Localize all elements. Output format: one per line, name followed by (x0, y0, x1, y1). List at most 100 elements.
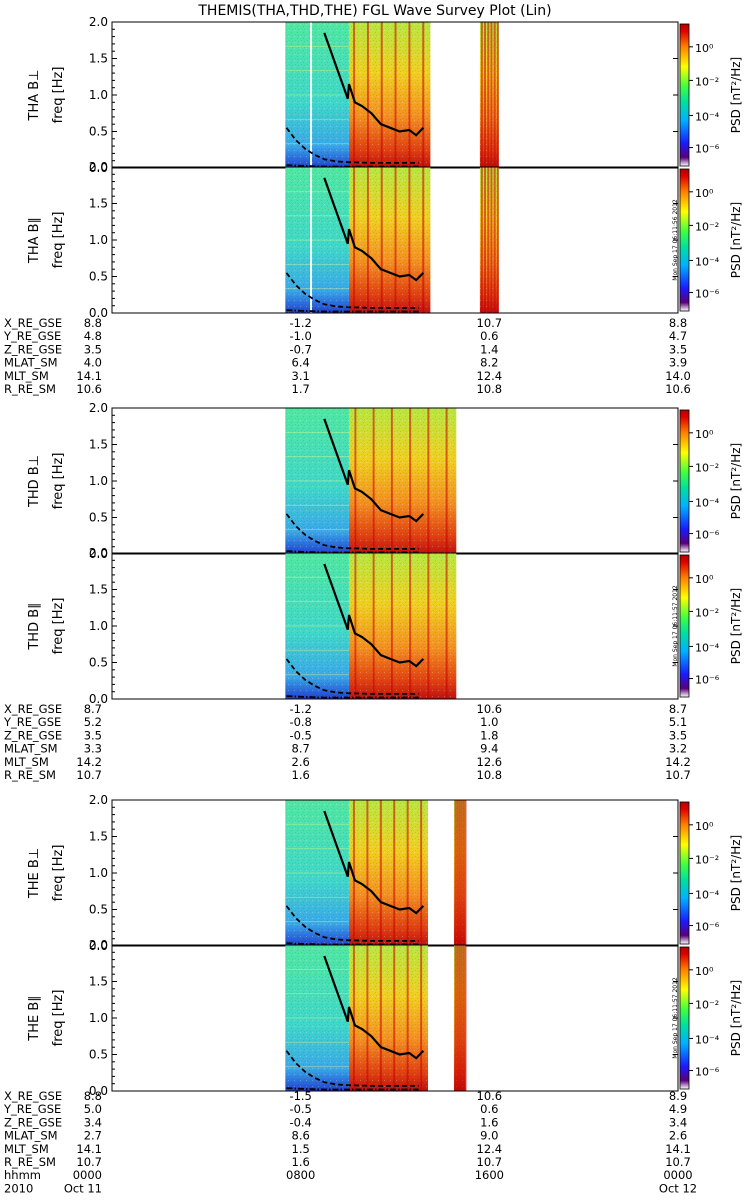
ephemeris-value: 4.7 (669, 329, 687, 343)
spectrogram-texture (349, 553, 457, 699)
colorbar-label: PSD [nT²/Hz] (729, 980, 743, 1056)
ephemeris-value: -1.2 (289, 702, 311, 716)
spectral-stripe (487, 22, 490, 168)
ephemeris-value: 10.7 (477, 1155, 503, 1169)
y-tick-label: 1.0 (89, 88, 108, 102)
ephemeris-value: 10.7 (665, 1155, 691, 1169)
ephemeris-value: 12.4 (477, 369, 503, 383)
colorbar-tick-label: 10⁻⁶ (695, 1066, 720, 1079)
ephemeris-row-label: MLAT_SM (4, 1129, 58, 1143)
colorbar-tick-label: 10⁻⁴ (695, 641, 720, 654)
colorbar-tick-label: 10⁻⁶ (695, 674, 720, 687)
spectral-stripe (427, 408, 430, 554)
spectral-stripe (406, 800, 409, 946)
ephemeris-value: 14.1 (76, 369, 102, 383)
ephemeris-value: 2.6 (669, 1129, 687, 1143)
ephemeris-value: 10.6 (665, 382, 691, 396)
probe-label: THE B⊥ (27, 848, 42, 899)
y-tick-label: 0.5 (89, 903, 108, 917)
ephemeris-table: X_RE_GSE 8.7 -1.2 10.6 8.7 Y_RE_GSE 5.2 -0.8 1.0… (3, 702, 691, 782)
spectrogram-texture (349, 167, 431, 313)
ephemeris-value: -0.8 (289, 715, 311, 729)
spectral-stripe (408, 167, 411, 313)
ephemeris-value: 3.5 (669, 728, 687, 742)
ephemeris-value: -0.4 (289, 1115, 311, 1129)
spectral-stripe (480, 22, 483, 168)
ephemeris-value: 12.6 (477, 755, 503, 769)
spectrogram-texture (349, 945, 429, 1091)
ephemeris-value: 8.7 (292, 742, 310, 756)
ephemeris-row-label: Y_RE_GSE (3, 329, 61, 343)
ephemeris-value: 8.7 (84, 702, 102, 716)
spectral-stripe (456, 945, 459, 1091)
spectral-stripe (464, 800, 467, 946)
spectral-stripe (484, 167, 487, 313)
ephemeris-value: -1.2 (289, 316, 311, 330)
frequency-curve-solid (323, 418, 425, 523)
spectral-stripe (379, 945, 382, 1091)
y-tick-label: 0.5 (89, 270, 108, 284)
ephemeris-value: 10.8 (477, 382, 503, 396)
date-row-label: 2010 (4, 1181, 33, 1195)
spectral-stripe (422, 167, 425, 313)
colorbar-tick-label: 10⁻² (695, 853, 719, 866)
probe-label: THE B∥ (27, 995, 42, 1041)
ephemeris-value: 5.1 (669, 715, 687, 729)
spectral-stripe (420, 945, 423, 1091)
ephemeris-value: 0000 (73, 1168, 102, 1182)
y-axis-label: freq [Hz] (51, 598, 66, 655)
y-tick-label: 2.0 (89, 15, 108, 29)
ephemeris-value: 14.2 (665, 755, 691, 769)
panel-tha-b∥: 0.0 0.5 1.0 1.5 2.0 THA B∥ freq [Hz] 10⁰ 10⁻² 10⁻… (27, 160, 743, 320)
spectral-stripe (366, 945, 369, 1091)
ephemeris-value: 14.0 (665, 369, 691, 383)
colorbar-tick-label: 10⁻² (695, 998, 719, 1011)
probe-label: THA B⊥ (27, 70, 42, 122)
y-tick-label: 0.0 (89, 547, 108, 561)
ephemeris-value: -0.5 (289, 728, 311, 742)
spectrogram-texture (285, 167, 350, 313)
ephemeris-value: 5.0 (84, 1102, 102, 1116)
frequency-curve-solid (323, 32, 425, 137)
spectrogram-texture (349, 408, 457, 554)
colorbar (679, 946, 690, 1090)
ephemeris-value: 8.7 (669, 702, 687, 716)
spectral-stripe (462, 945, 465, 1091)
colorbar (679, 801, 690, 945)
y-tick-label: 0.0 (89, 1084, 108, 1098)
ephemeris-value: 8.8 (84, 1089, 102, 1103)
ephemeris-row-label: X_RE_GSE (4, 1089, 62, 1103)
colorbar (679, 409, 690, 553)
spectral-stripe (353, 22, 356, 168)
ephemeris-value: 3.4 (669, 1115, 687, 1129)
spectral-stripe (496, 167, 499, 313)
ephemeris-value: 10.6 (477, 702, 503, 716)
ephemeris-value: 8.8 (84, 316, 102, 330)
ephemeris-value: 1600 (475, 1168, 504, 1182)
colorbar-tick-label: 10⁻⁴ (695, 888, 720, 901)
y-axis-label: freq [Hz] (51, 845, 66, 902)
data-gap (310, 167, 312, 313)
colorbar-tick-label: 10⁰ (695, 428, 714, 441)
ephemeris-value: 3.2 (669, 742, 687, 756)
ephemeris-value: 3.3 (84, 742, 102, 756)
panel-tha-b⊥: 0.0 0.5 1.0 1.5 2.0 THA B⊥ freq [Hz] 10⁰ 10⁻² 10⁻… (27, 15, 743, 175)
spectral-stripe (372, 408, 375, 554)
ephemeris-value: 1.0 (480, 715, 498, 729)
ephemeris-table: X_RE_GSE 8.8 -1.2 10.7 8.8 Y_RE_GSE 4.8 -1.0 0.6… (3, 316, 691, 396)
frequency-curve-solid (323, 810, 425, 915)
ephemeris-value: 6.4 (292, 356, 310, 370)
ephemeris-row-label: X_RE_GSE (4, 702, 62, 716)
ephemeris-value: -1.0 (289, 329, 311, 343)
colorbar-tick-label: 10⁻² (695, 461, 719, 474)
spectral-stripe (393, 800, 396, 946)
ephemeris-value: 2.6 (292, 755, 310, 769)
spectral-stripe (454, 945, 457, 1091)
timestamp-stamp: Mon Sep 17 06:11:57 2012 (672, 977, 679, 1059)
colorbar-tick-label: 10⁰ (695, 42, 714, 55)
y-tick-label: 1.5 (89, 975, 108, 989)
spectral-stripe (354, 553, 357, 699)
ephemeris-value: 3.9 (669, 356, 687, 370)
colorbar-label: PSD [nT²/Hz] (729, 202, 743, 278)
